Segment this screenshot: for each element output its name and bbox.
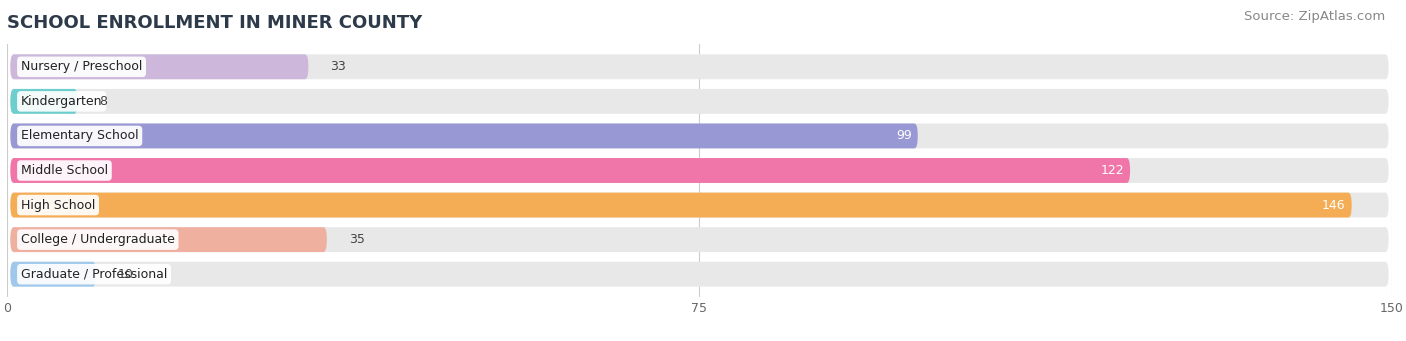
FancyBboxPatch shape [10, 123, 918, 148]
FancyBboxPatch shape [10, 54, 308, 79]
Text: 8: 8 [100, 95, 107, 108]
FancyBboxPatch shape [10, 193, 1389, 218]
FancyBboxPatch shape [10, 89, 1389, 114]
Text: High School: High School [21, 198, 96, 211]
Text: 99: 99 [896, 130, 912, 143]
Text: College / Undergraduate: College / Undergraduate [21, 233, 174, 246]
FancyBboxPatch shape [10, 227, 326, 252]
FancyBboxPatch shape [10, 123, 1389, 148]
FancyBboxPatch shape [10, 158, 1389, 183]
Text: Middle School: Middle School [21, 164, 108, 177]
Text: 35: 35 [349, 233, 364, 246]
FancyBboxPatch shape [10, 158, 1130, 183]
Text: Kindergarten: Kindergarten [21, 95, 103, 108]
FancyBboxPatch shape [10, 262, 96, 287]
Text: Elementary School: Elementary School [21, 130, 139, 143]
Text: 33: 33 [330, 60, 346, 73]
Text: 146: 146 [1322, 198, 1346, 211]
FancyBboxPatch shape [10, 54, 1389, 79]
Text: 122: 122 [1101, 164, 1125, 177]
FancyBboxPatch shape [10, 89, 77, 114]
Text: SCHOOL ENROLLMENT IN MINER COUNTY: SCHOOL ENROLLMENT IN MINER COUNTY [7, 14, 422, 32]
FancyBboxPatch shape [10, 193, 1351, 218]
Text: 10: 10 [118, 268, 134, 281]
Text: Source: ZipAtlas.com: Source: ZipAtlas.com [1244, 10, 1385, 23]
Text: Nursery / Preschool: Nursery / Preschool [21, 60, 142, 73]
FancyBboxPatch shape [10, 227, 1389, 252]
FancyBboxPatch shape [10, 262, 1389, 287]
Text: Graduate / Professional: Graduate / Professional [21, 268, 167, 281]
